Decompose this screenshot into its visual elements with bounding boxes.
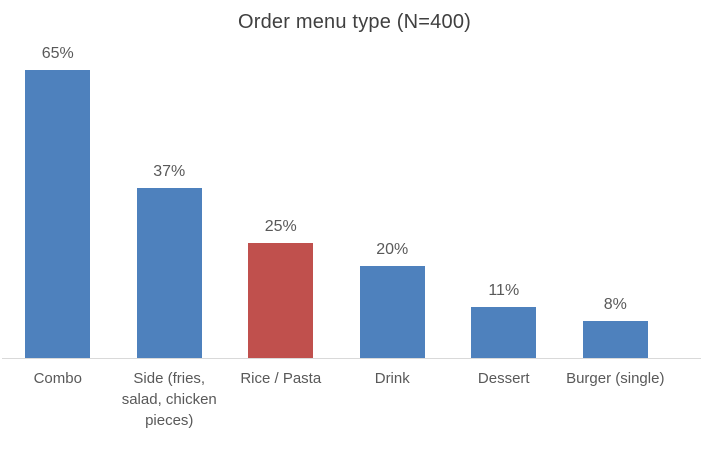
value-label-rice-pasta: 25%	[264, 218, 297, 235]
category-axis-labels: Combo Side (fries, salad, chicken pieces)…	[2, 368, 671, 431]
value-label-combo: 65%	[41, 45, 74, 62]
bar-group-drink: 20%	[337, 45, 449, 358]
category-label-burger-single: Burger (single)	[566, 370, 665, 387]
bar-group-side-fries-salad-chicken-pieces: 37%	[114, 45, 226, 358]
bar-burger-single	[582, 321, 648, 358]
chart-title: Order menu type (N=400)	[237, 11, 472, 33]
bar-group-rice-pasta: 25%	[225, 45, 337, 358]
bar-group-combo: 65%	[2, 45, 114, 358]
value-label-drink: 20%	[376, 241, 409, 258]
bar-side-fries-salad-chicken-pieces	[136, 188, 202, 358]
x-axis-line	[2, 358, 701, 359]
bar-group-burger-single: 8%	[560, 45, 672, 358]
bar-rice-pasta	[248, 243, 314, 358]
category-label-combo: Combo	[33, 370, 82, 387]
bar-drink	[359, 266, 425, 358]
value-label-burger-single: 8%	[603, 296, 627, 313]
plot-area: 65% 37% 25% 20% 11% 8%	[2, 45, 671, 358]
value-label-dessert: 11%	[488, 282, 520, 299]
category-label-side-fries-salad-chicken-pieces: Side (fries, salad, chicken pieces)	[121, 370, 217, 429]
bar-group-dessert: 11%	[448, 45, 560, 358]
bars-row: 65% 37% 25% 20% 11% 8%	[2, 45, 671, 358]
category-label-rice-pasta: Rice / Pasta	[240, 370, 322, 387]
category-label-drink: Drink	[374, 370, 410, 387]
bar-combo	[25, 70, 91, 358]
category-label-dessert: Dessert	[477, 370, 530, 387]
value-label-side-fries-salad-chicken-pieces: 37%	[153, 163, 186, 180]
bar-dessert	[471, 307, 537, 358]
